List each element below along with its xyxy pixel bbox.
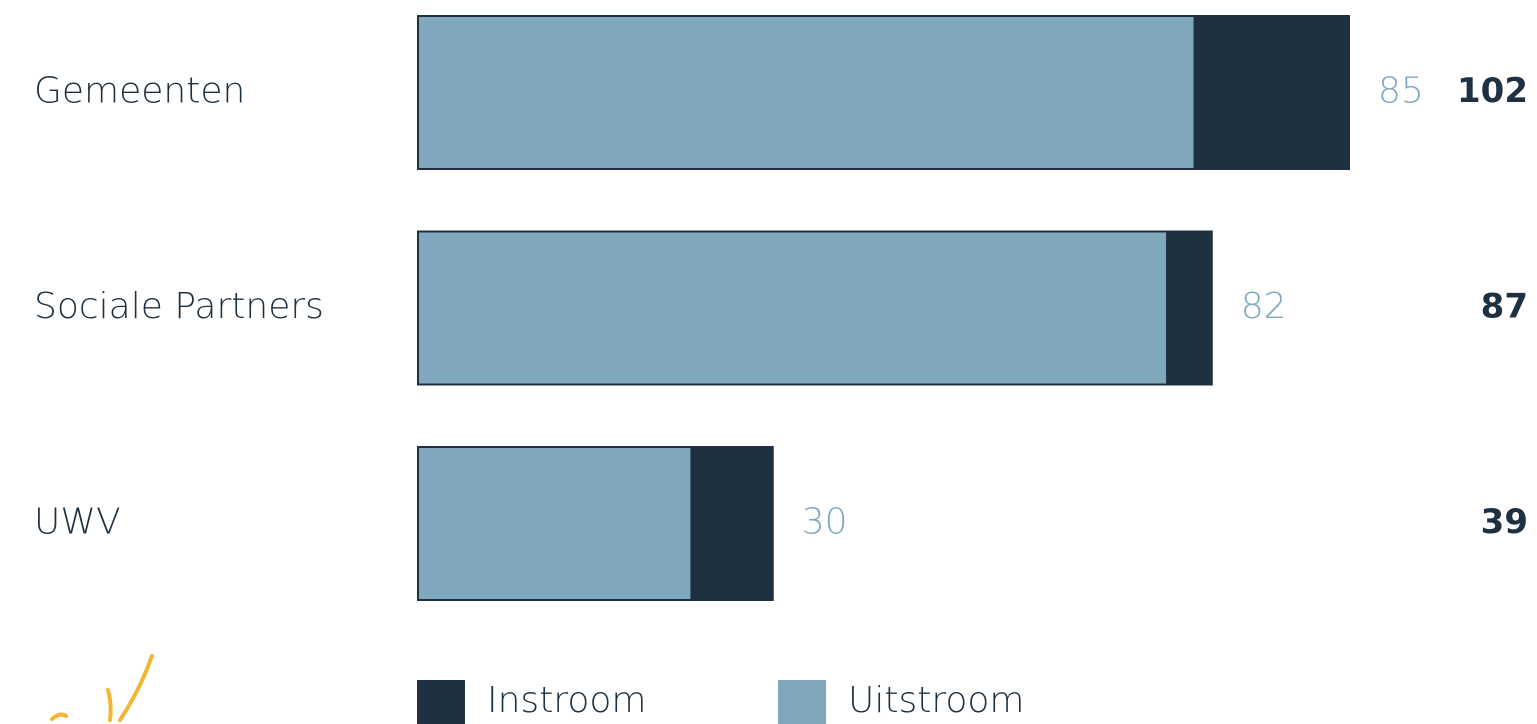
decoration <box>50 654 154 722</box>
value-label-instroom: 102 <box>1457 71 1528 111</box>
category-label: Gemeenten <box>34 71 245 112</box>
bar-uitstroom <box>417 446 693 601</box>
legend-swatch <box>417 680 465 724</box>
value-label-uitstroom: 30 <box>802 502 848 543</box>
legend-label: Uitstroom <box>848 680 1024 721</box>
category-label: UWV <box>34 502 121 543</box>
value-label-uitstroom: 82 <box>1241 286 1287 327</box>
category-label: Sociale Partners <box>34 286 324 327</box>
bar-uitstroom <box>417 230 1169 386</box>
legend-label: Instroom <box>487 680 646 721</box>
value-label-uitstroom: 85 <box>1378 71 1424 112</box>
value-label-instroom: 39 <box>1481 502 1528 542</box>
value-label-instroom: 87 <box>1481 287 1528 327</box>
legend-swatch <box>778 680 826 724</box>
bar-uitstroom <box>417 15 1196 170</box>
